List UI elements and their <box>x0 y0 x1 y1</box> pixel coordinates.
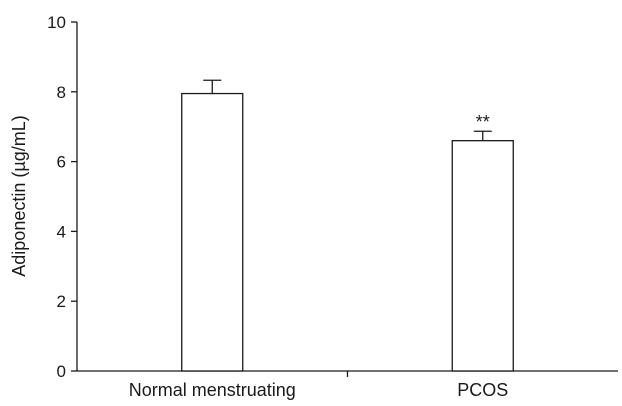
significance-marker: ** <box>476 112 490 132</box>
x-tick-label: Normal menstruating <box>129 380 296 400</box>
bar-1 <box>182 94 243 371</box>
y-axis-title: Adiponectin (µg/mL) <box>9 115 29 276</box>
y-tick-label: 2 <box>57 292 66 311</box>
y-tick-label: 6 <box>57 153 66 172</box>
y-tick-label: 10 <box>47 13 66 32</box>
plot-area: 0 2 4 6 8 10 Normal menstruating PCOS ** <box>47 13 618 400</box>
y-tick-label: 8 <box>57 83 66 102</box>
bar-2 <box>452 141 513 371</box>
y-tick-label: 4 <box>57 222 66 241</box>
x-tick-label: PCOS <box>457 380 508 400</box>
y-tick-label: 0 <box>57 362 66 381</box>
